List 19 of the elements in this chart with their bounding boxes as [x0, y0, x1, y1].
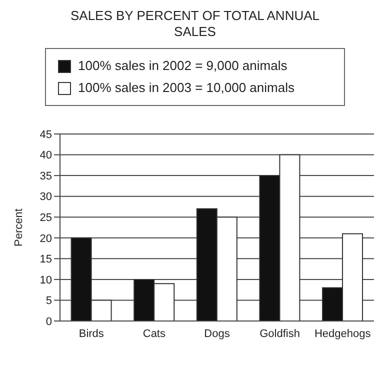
- legend-label: 100% sales in 2002 = 9,000 animals: [78, 57, 288, 75]
- x-tick-label: Goldfish: [260, 328, 300, 340]
- y-tick-label: 30: [40, 191, 52, 204]
- y-tick-label: 40: [40, 150, 52, 162]
- x-tick-label: Hedgehogs: [314, 328, 372, 340]
- y-tick-label: 0: [46, 316, 52, 328]
- y-tick-label: 10: [40, 274, 52, 286]
- chart-title: SALES BY PERCENT OF TOTAL ANNUAL SALES: [69, 8, 320, 40]
- x-tick-label: Dogs: [204, 328, 230, 340]
- x-tick-label: Birds: [78, 328, 104, 340]
- y-tick-label: 35: [40, 170, 52, 182]
- y-tick-label: 20: [40, 232, 52, 245]
- y-tick-label: 5: [46, 295, 52, 308]
- y-tick-label: 45: [40, 128, 52, 141]
- y-tick-label: 15: [40, 254, 52, 266]
- y-tick-label: 25: [40, 212, 52, 224]
- x-tick-label: Cats: [142, 328, 166, 340]
- y-axis-title: Percent: [12, 208, 25, 246]
- legend-label: 100% sales in 2003 = 10,000 animals: [78, 79, 294, 97]
